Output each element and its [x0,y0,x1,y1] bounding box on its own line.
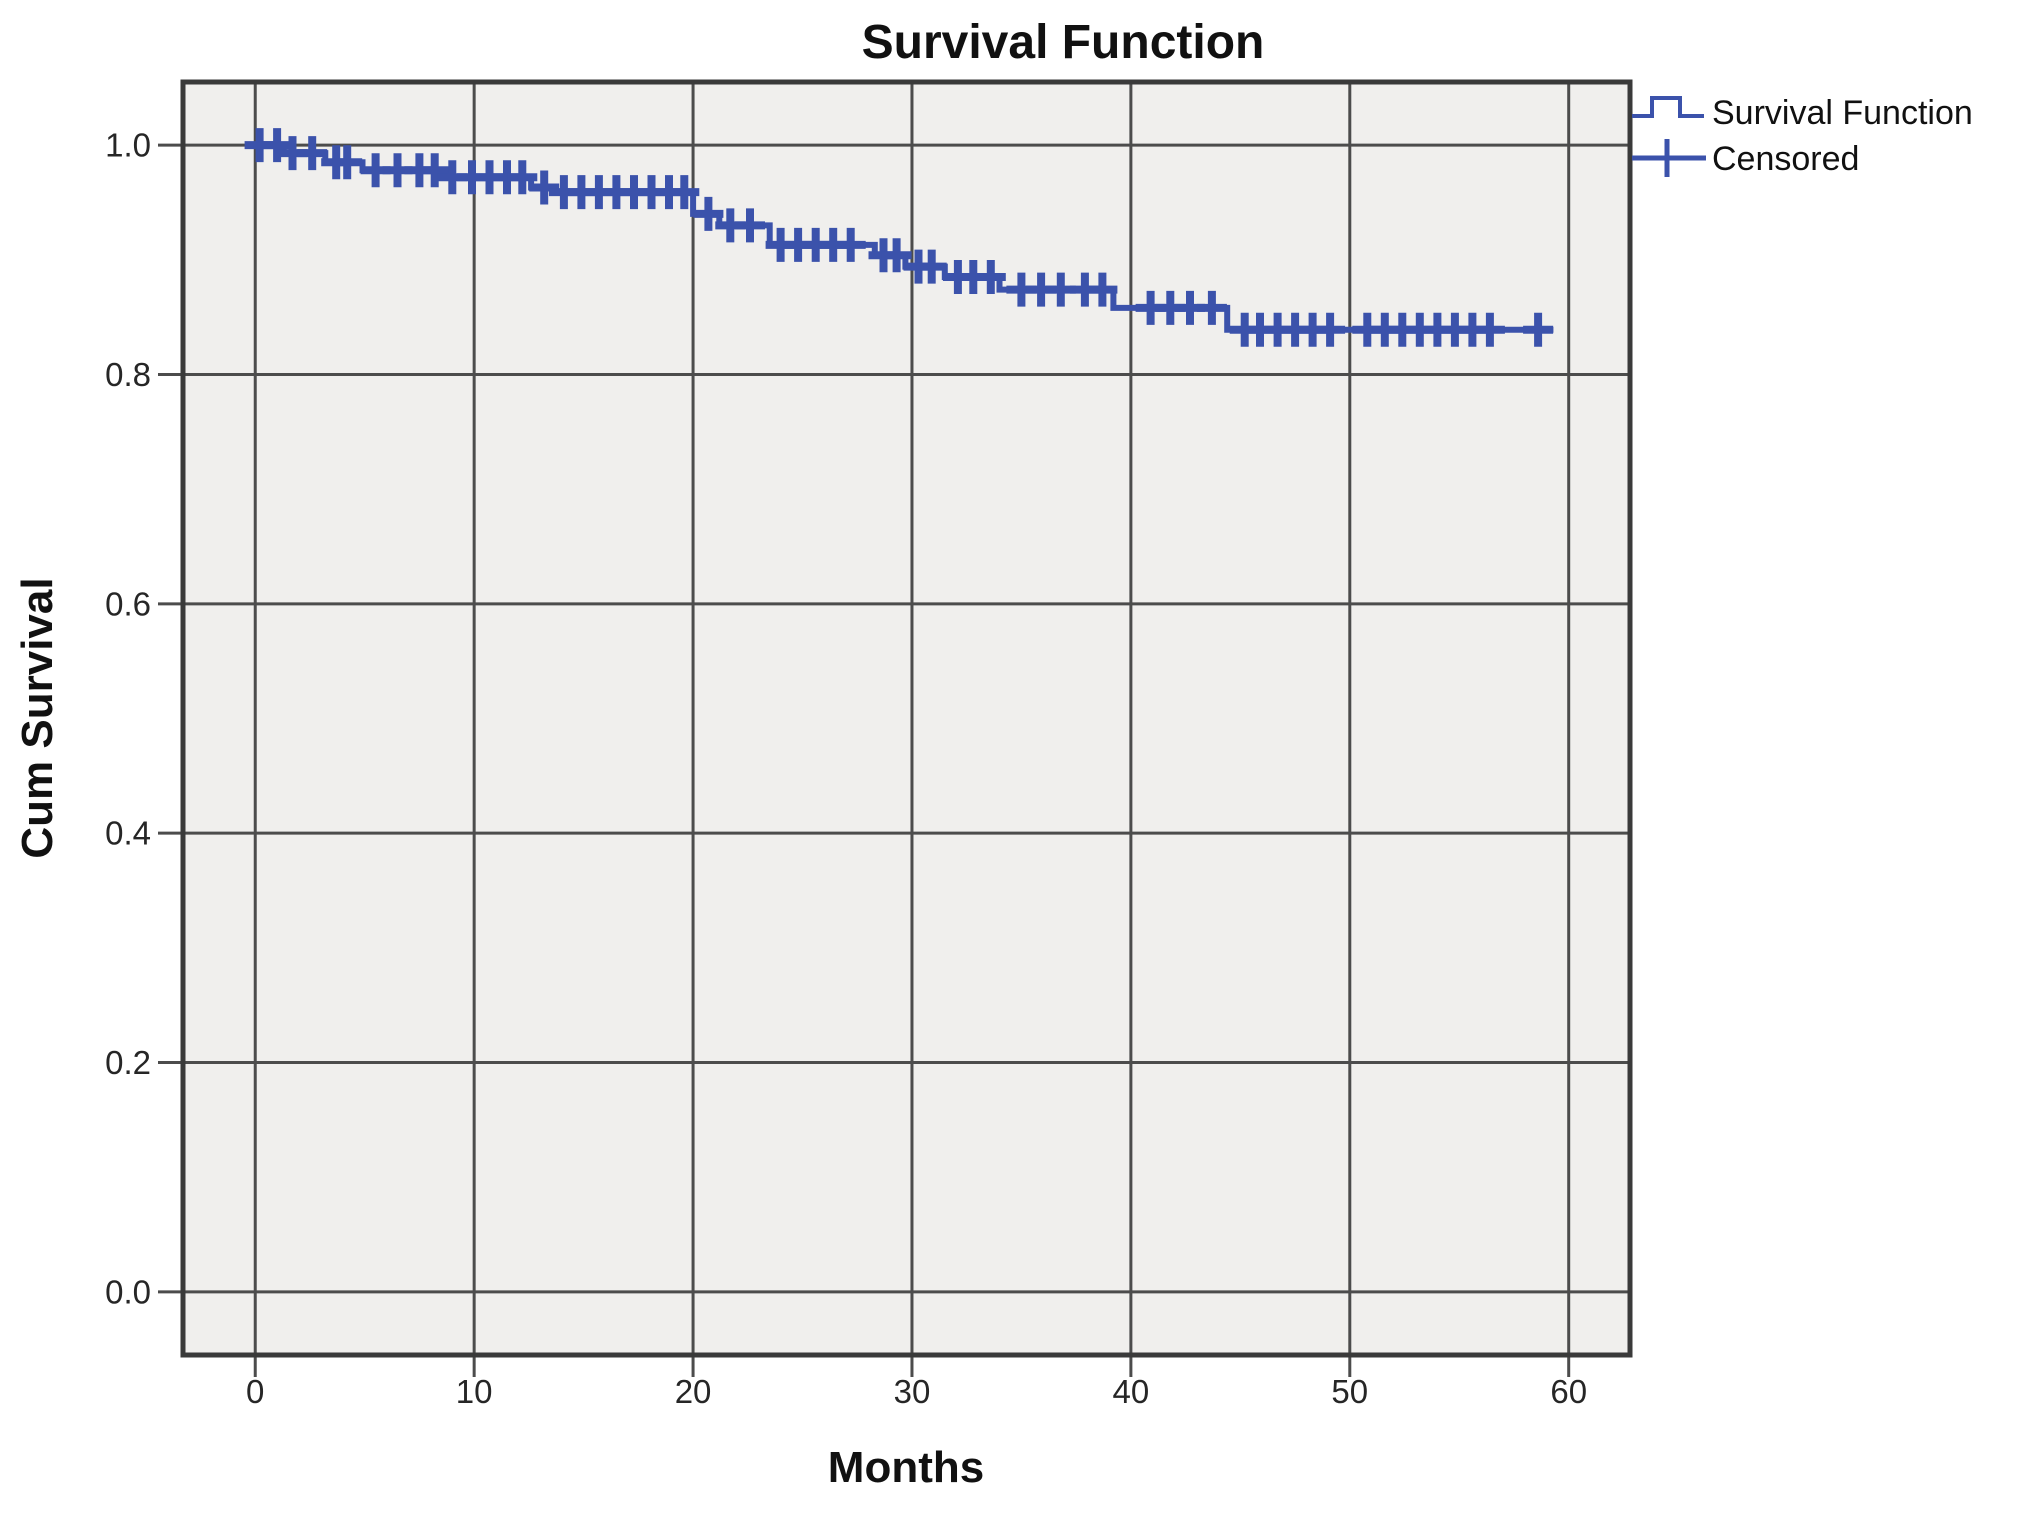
censor-mark [1315,312,1346,347]
y-tick-labels: 1.0 0.8 0.6 0.4 0.2 0.0 [105,127,151,1311]
censor-mark [1523,312,1554,347]
y-tick-label-0.6: 0.6 [105,585,151,622]
x-tick-labels: 0 10 20 30 40 50 60 [246,1373,1587,1410]
censor-mark [735,208,765,243]
chart-title: Survival Function [862,16,1265,69]
censor-mark [1087,272,1118,307]
censor-mark [916,249,947,284]
legend-step-line-icon [1632,96,1704,118]
plot-frame [180,79,1633,1358]
censor-mark [297,136,328,171]
censor-mark [332,145,363,180]
legend-plus-icon [1632,139,1706,177]
censor-mark [669,175,700,210]
legend-label-survival-function: Survival Function [1712,94,1973,132]
legend: Survival Function Censored [1632,94,1973,178]
x-tick-label-0: 0 [246,1373,264,1410]
censor-mark [835,227,866,262]
y-tick-label-0.0: 0.0 [105,1273,151,1310]
legend-label-censored: Censored [1712,140,1859,178]
censor-mark [529,170,560,205]
censor-mark [1474,312,1505,347]
x-tick-label-10: 10 [456,1373,493,1410]
censor-marks [244,128,1554,347]
x-tick-label-40: 40 [1113,1373,1150,1410]
censor-mark [693,196,724,231]
y-tick-label-1.0: 1.0 [105,127,151,164]
censor-mark [881,238,912,273]
gridlines [158,82,1630,1377]
x-tick-label-60: 60 [1550,1373,1587,1410]
censor-mark [419,153,450,188]
x-tick-label-20: 20 [675,1373,712,1410]
plot-area [183,82,1630,1355]
survival-curve [255,142,1554,333]
x-axis-label: Months [828,1443,984,1492]
survival-step-path [255,142,1554,333]
censor-mark [262,128,293,163]
y-tick-label-0.8: 0.8 [105,356,151,393]
y-tick-label-0.2: 0.2 [105,1044,151,1081]
censor-mark [975,260,1006,294]
censor-mark [507,160,538,195]
y-axis-label: Cum Survival [13,577,62,858]
x-tick-label-30: 30 [894,1373,931,1410]
y-tick-label-0.4: 0.4 [105,815,151,852]
x-tick-label-50: 50 [1331,1373,1368,1410]
censor-mark [1196,290,1227,325]
